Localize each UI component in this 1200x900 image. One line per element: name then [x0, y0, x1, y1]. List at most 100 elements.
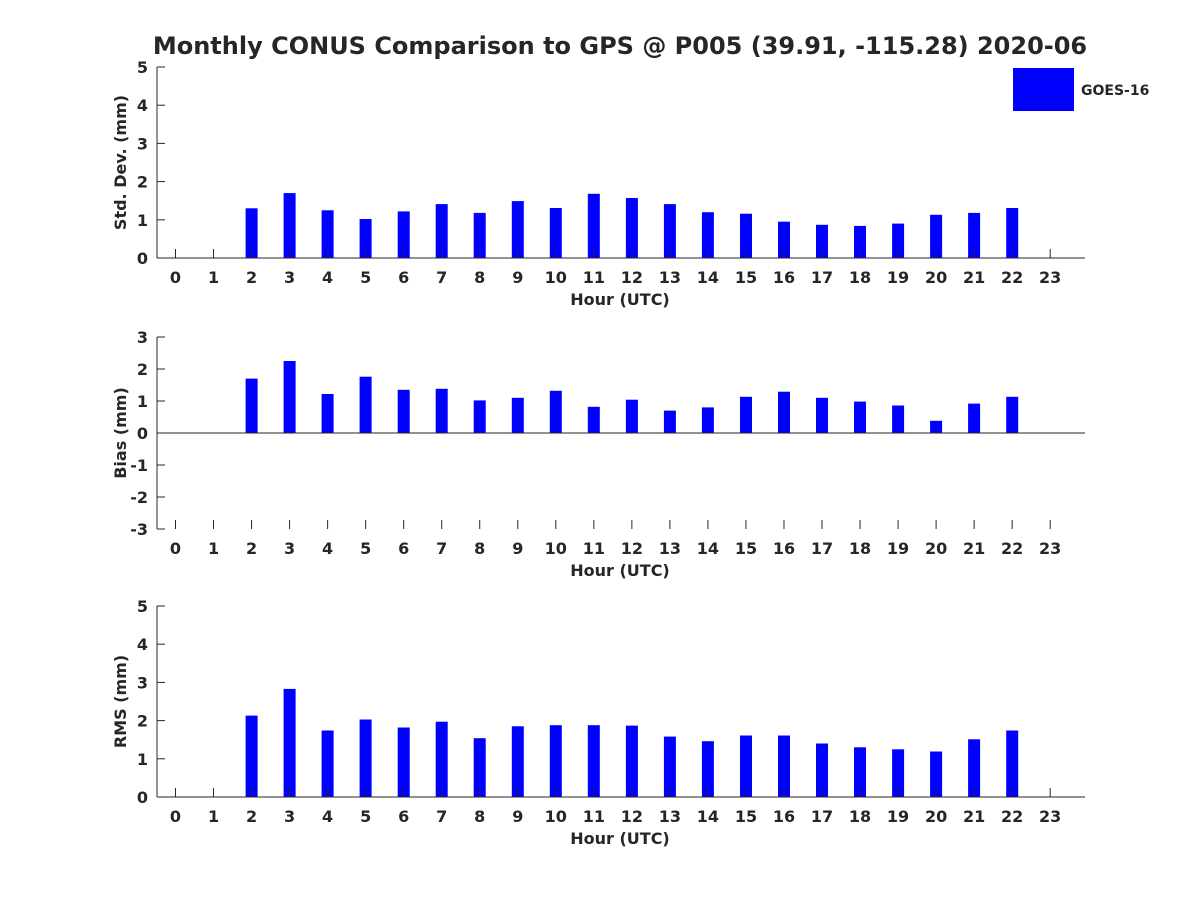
- y-tick-label: 0: [137, 788, 148, 807]
- x-tick-label: 4: [322, 268, 333, 287]
- bar: [511, 201, 524, 258]
- bar: [930, 214, 943, 258]
- bar: [435, 721, 448, 797]
- x-tick-label: 5: [360, 539, 371, 558]
- bar: [473, 400, 486, 433]
- legend-swatch: [1013, 68, 1074, 111]
- bar: [968, 212, 981, 258]
- bar: [625, 399, 638, 433]
- bar: [511, 397, 524, 433]
- x-tick-label: 6: [398, 268, 409, 287]
- y-tick-label: 2: [137, 360, 148, 379]
- y-axis-label: Std. Dev. (mm): [111, 95, 130, 230]
- bar: [511, 726, 524, 797]
- x-tick-label: 12: [621, 807, 643, 826]
- x-tick-label: 22: [1001, 539, 1023, 558]
- y-tick-label: -1: [130, 456, 148, 475]
- x-tick-label: 16: [773, 807, 795, 826]
- x-tick-label: 20: [925, 539, 947, 558]
- x-tick-label: 7: [436, 807, 447, 826]
- y-tick-label: 4: [137, 635, 148, 654]
- x-tick-label: 8: [474, 268, 485, 287]
- y-tick-label: -2: [130, 488, 148, 507]
- x-tick-label: 23: [1039, 268, 1061, 287]
- x-tick-label: 7: [436, 539, 447, 558]
- y-axis-label: RMS (mm): [111, 655, 130, 748]
- bar: [892, 405, 905, 433]
- bar: [816, 224, 828, 258]
- x-tick-label: 14: [697, 268, 719, 287]
- x-tick-label: 22: [1001, 268, 1023, 287]
- x-tick-label: 9: [512, 539, 523, 558]
- x-tick-label: 1: [208, 268, 219, 287]
- bar: [854, 747, 866, 797]
- y-axis-label: Bias (mm): [111, 387, 130, 479]
- x-tick-label: 2: [246, 807, 257, 826]
- x-tick-label: 12: [621, 268, 643, 287]
- bar: [283, 361, 296, 433]
- x-tick-label: 15: [735, 539, 757, 558]
- bar: [245, 715, 258, 797]
- x-tick-label: 7: [436, 268, 447, 287]
- x-tick-label: 9: [512, 268, 523, 287]
- y-tick-label: 0: [137, 249, 148, 268]
- x-tick-label: 4: [322, 807, 333, 826]
- x-tick-label: 18: [849, 807, 871, 826]
- bar: [740, 213, 752, 258]
- bar: [663, 410, 676, 433]
- x-axis-label: Hour (UTC): [570, 290, 670, 309]
- bar: [321, 394, 334, 433]
- y-tick-label: -3: [130, 520, 148, 539]
- bar: [283, 688, 296, 797]
- x-tick-label: 15: [735, 268, 757, 287]
- y-tick-label: 5: [137, 58, 148, 77]
- y-tick-label: 1: [137, 392, 148, 411]
- bar: [968, 403, 981, 433]
- bar: [930, 751, 943, 797]
- bar: [587, 725, 600, 797]
- bar: [701, 741, 714, 797]
- x-tick-label: 13: [659, 807, 681, 826]
- x-tick-label: 23: [1039, 807, 1061, 826]
- bar: [359, 719, 372, 797]
- y-tick-label: 4: [137, 96, 148, 115]
- bar: [854, 225, 866, 258]
- y-tick-label: 3: [137, 673, 148, 692]
- bar: [473, 212, 486, 258]
- x-tick-label: 19: [887, 539, 909, 558]
- x-tick-label: 1: [208, 807, 219, 826]
- bar: [625, 725, 638, 797]
- legend-label: GOES-16: [1081, 83, 1149, 99]
- bar: [625, 198, 638, 258]
- x-tick-label: 18: [849, 268, 871, 287]
- x-tick-label: 8: [474, 539, 485, 558]
- y-tick-label: 3: [137, 134, 148, 153]
- chart-title: Monthly CONUS Comparison to GPS @ P005 (…: [153, 32, 1087, 60]
- x-tick-label: 21: [963, 268, 985, 287]
- x-tick-label: 22: [1001, 807, 1023, 826]
- bar: [968, 739, 981, 797]
- x-tick-label: 0: [170, 807, 181, 826]
- bar: [778, 735, 790, 797]
- bar: [435, 204, 448, 258]
- bar: [549, 208, 562, 258]
- x-tick-label: 2: [246, 268, 257, 287]
- bar: [397, 389, 410, 433]
- x-tick-label: 13: [659, 539, 681, 558]
- x-tick-label: 14: [697, 807, 719, 826]
- legend: GOES-16: [1013, 68, 1149, 111]
- x-tick-label: 6: [398, 807, 409, 826]
- bar: [816, 743, 828, 797]
- x-tick-label: 18: [849, 539, 871, 558]
- x-tick-label: 3: [284, 807, 295, 826]
- bar: [1006, 396, 1019, 433]
- x-tick-label: 20: [925, 268, 947, 287]
- x-tick-label: 11: [583, 807, 605, 826]
- x-tick-label: 16: [773, 268, 795, 287]
- x-tick-label: 3: [284, 539, 295, 558]
- y-tick-label: 0: [137, 424, 148, 443]
- x-tick-label: 5: [360, 268, 371, 287]
